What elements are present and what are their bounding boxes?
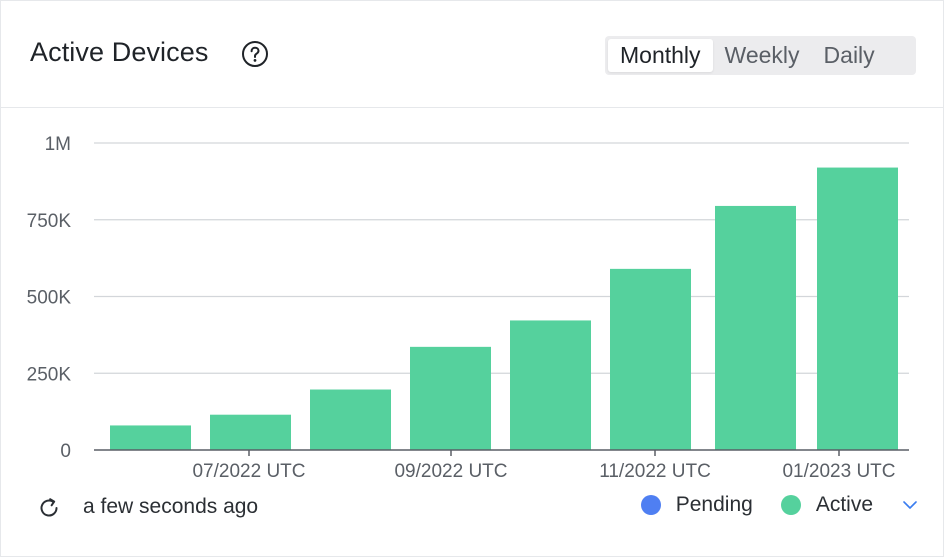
legend-label-active: Active [815, 493, 873, 516]
tab-daily[interactable]: Daily [812, 39, 887, 72]
bar [510, 320, 591, 450]
refresh-icon[interactable] [37, 496, 61, 520]
last-updated-text: a few seconds ago [83, 495, 259, 518]
x-tick-label: 11/2022 UTC [599, 461, 711, 482]
interval-toggle: Monthly Weekly Daily [605, 36, 916, 75]
x-tick-label: 07/2022 UTC [192, 461, 305, 482]
legend-item-active[interactable]: Active [780, 493, 873, 517]
bar [817, 167, 898, 450]
y-tick-label: 0 [60, 441, 71, 462]
legend-label-pending: Pending [675, 493, 753, 516]
y-tick-label: 500K [27, 288, 72, 309]
x-tick-label: 09/2022 UTC [394, 461, 507, 482]
active-devices-bar-chart: 0 250K 500K 750K 1M 07/2022 UTC 09/2022 UTC 11/… [27, 134, 909, 482]
y-tick-label: 750K [27, 211, 72, 232]
legend-dot-pending [640, 495, 661, 515]
bar [410, 346, 491, 450]
tab-weekly[interactable]: Weekly [713, 39, 812, 72]
bar [610, 268, 691, 450]
card-header: Active Devices Monthly Weekly Daily [1, 1, 943, 108]
tab-monthly[interactable]: Monthly [608, 39, 713, 72]
chevron-down-icon[interactable] [901, 496, 919, 514]
bar [310, 389, 391, 450]
question-circle-icon[interactable] [241, 40, 269, 68]
chart-legend: Pending Active [640, 493, 919, 517]
y-tick-label: 250K [27, 364, 72, 385]
x-tick-label: 01/2023 UTC [782, 461, 895, 482]
card-title: Active Devices [30, 37, 209, 67]
bar [715, 205, 796, 450]
legend-item-pending[interactable]: Pending [640, 493, 753, 517]
bar [210, 414, 291, 450]
y-tick-label: 1M [45, 134, 71, 155]
bar [110, 425, 191, 450]
legend-dot-active [780, 495, 801, 515]
